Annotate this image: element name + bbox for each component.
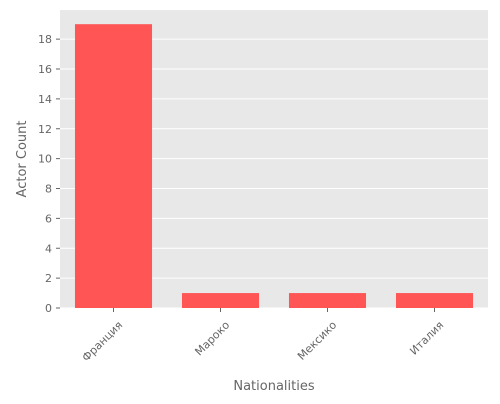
y-tick-label: 6	[45, 212, 52, 225]
bar-0	[74, 24, 153, 308]
y-axis-label: Actor Count	[15, 121, 30, 198]
y-axis-ticks: 0 2 4 6 8 10 12 14 16 18	[38, 33, 60, 315]
x-tick-label: Италия	[407, 319, 446, 358]
bar-1	[181, 293, 260, 308]
x-tick-label: Мексико	[295, 318, 339, 362]
y-tick-label: 16	[38, 63, 52, 76]
y-tick-label: 10	[38, 153, 52, 166]
x-tick-label: Мароко	[192, 318, 232, 358]
y-tick-label: 2	[45, 272, 52, 285]
y-tick-label: 0	[45, 302, 52, 315]
x-axis-label: Nationalities	[233, 379, 314, 394]
bar-3	[395, 293, 474, 308]
y-tick-label: 4	[45, 242, 52, 255]
bar-2	[288, 293, 367, 308]
y-tick-label: 18	[38, 33, 52, 46]
bars	[74, 24, 474, 308]
x-tick-label: Франция	[80, 319, 126, 365]
y-tick-label: 12	[38, 123, 52, 136]
y-tick-label: 8	[45, 183, 52, 196]
x-axis-ticks: Франция Мароко Мексико Италия	[80, 308, 446, 365]
y-tick-label: 14	[38, 93, 52, 106]
